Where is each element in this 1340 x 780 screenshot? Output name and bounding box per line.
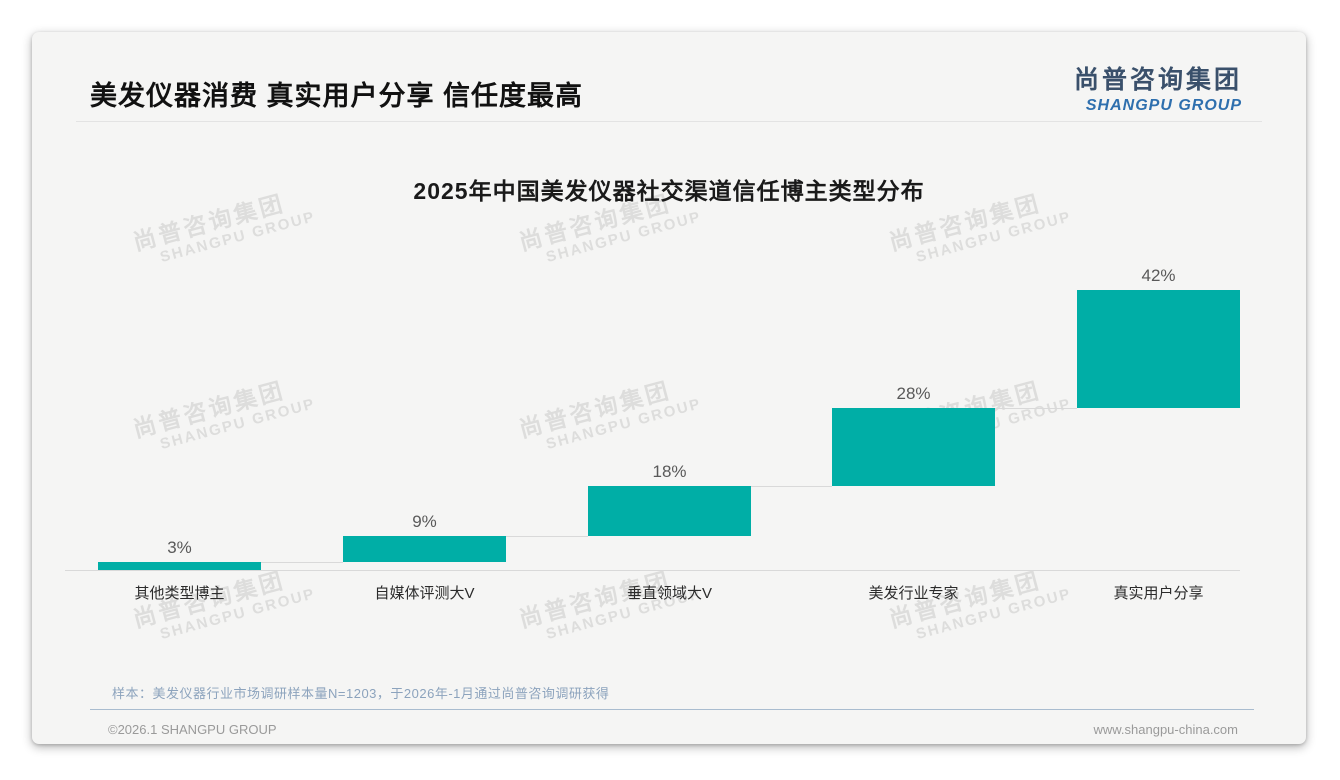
bar-自媒体评测大V xyxy=(343,536,506,562)
category-label: 真实用户分享 xyxy=(1113,585,1204,602)
website-url: www.shangpu-china.com xyxy=(1093,722,1238,737)
bar-垂直领域大V xyxy=(588,486,751,537)
step-connector-line xyxy=(506,536,588,538)
bar-value-label: 18% xyxy=(652,462,687,481)
bar-value-label: 3% xyxy=(167,537,192,557)
waterfall-chart: 3% 其他类型博主 9% 自媒体评测大V 18% 垂直领域大V 28% 美发行业专家 42% 真实… xyxy=(32,32,1306,744)
category-label: 其他类型博主 xyxy=(134,585,225,602)
slide-card: 美发仪器消费 真实用户分享 信任度最高 尚普咨询集团 SHANGPU GROUP… xyxy=(32,32,1306,744)
bar-value-label: 28% xyxy=(896,383,931,403)
x-axis-line xyxy=(65,570,1240,571)
title-divider xyxy=(76,121,1262,122)
page-title: 美发仪器消费 真实用户分享 信任度最高 xyxy=(90,81,584,111)
company-logo-en: SHANGPU GROUP xyxy=(1085,97,1242,114)
bar-真实用户分享 xyxy=(1077,290,1240,408)
bar-value-label: 9% xyxy=(412,512,437,532)
bar-其他类型博主 xyxy=(98,561,261,570)
sample-note: 样本：美发仪器行业市场调研样本量N=1203，于2026年-1月通过尚普咨询调研… xyxy=(112,686,610,701)
category-label: 垂直领域大V xyxy=(626,585,712,602)
footer-divider xyxy=(90,709,1254,710)
step-connector-line xyxy=(751,486,832,487)
category-label: 美发行业专家 xyxy=(868,585,959,602)
category-label: 自媒体评测大V xyxy=(374,585,475,602)
chart-title: 2025年中国美发仪器社交渠道信任博主类型分布 xyxy=(413,178,925,204)
step-connector-line xyxy=(995,407,1077,409)
step-connector-line xyxy=(261,561,343,563)
bar-美发行业专家 xyxy=(832,407,995,486)
company-logo-cn: 尚普咨询集团 xyxy=(1073,66,1242,94)
bar-value-label: 42% xyxy=(1141,266,1176,285)
copyright-text: ©2026.1 SHANGPU GROUP xyxy=(108,722,277,737)
company-logo: 尚普咨询集团 SHANGPU GROUP xyxy=(1074,60,1242,115)
